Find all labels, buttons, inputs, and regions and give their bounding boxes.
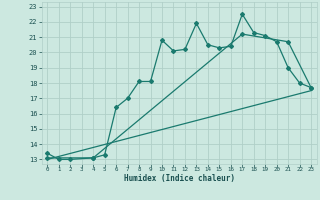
X-axis label: Humidex (Indice chaleur): Humidex (Indice chaleur) (124, 174, 235, 183)
